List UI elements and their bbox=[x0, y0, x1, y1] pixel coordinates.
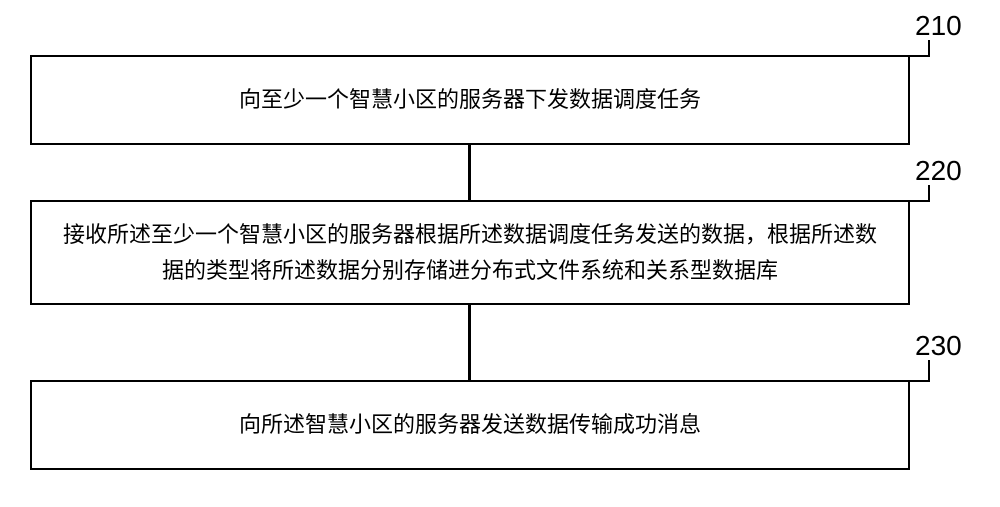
connector-1-2 bbox=[468, 145, 471, 200]
step-text-2-line2: 据的类型将所述数据分别存储进分布式文件系统和关系型数据库 bbox=[162, 258, 778, 283]
callout-2-h bbox=[870, 200, 930, 202]
step-box-2: 接收所述至少一个智慧小区的服务器根据所述数据调度任务发送的数据，根据所述数 据的… bbox=[30, 200, 910, 305]
flowchart-container: 向至少一个智慧小区的服务器下发数据调度任务 210 接收所述至少一个智慧小区的服… bbox=[0, 0, 1000, 507]
callout-3-h bbox=[870, 380, 930, 382]
step-text-1: 向至少一个智慧小区的服务器下发数据调度任务 bbox=[239, 82, 701, 117]
step-text-2: 接收所述至少一个智慧小区的服务器根据所述数据调度任务发送的数据，根据所述数 据的… bbox=[63, 217, 877, 287]
label-230: 230 bbox=[915, 330, 962, 362]
label-210: 210 bbox=[915, 10, 962, 42]
label-220: 220 bbox=[915, 155, 962, 187]
step-box-3: 向所述智慧小区的服务器发送数据传输成功消息 bbox=[30, 380, 910, 470]
step-box-1: 向至少一个智慧小区的服务器下发数据调度任务 bbox=[30, 55, 910, 145]
connector-2-3 bbox=[468, 305, 471, 380]
callout-1-h bbox=[870, 55, 930, 57]
step-text-3: 向所述智慧小区的服务器发送数据传输成功消息 bbox=[239, 407, 701, 442]
callout-3-v bbox=[928, 360, 930, 382]
step-text-2-line1: 接收所述至少一个智慧小区的服务器根据所述数据调度任务发送的数据，根据所述数 bbox=[63, 222, 877, 247]
